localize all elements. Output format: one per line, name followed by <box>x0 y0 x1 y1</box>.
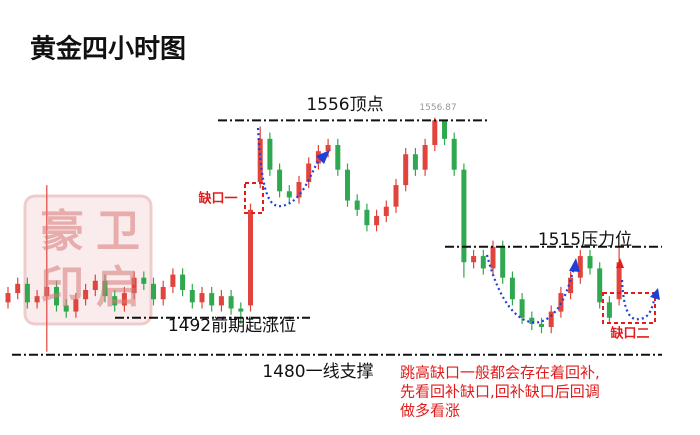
note-line: 跳高缺口一般都会存在着回补, <box>400 364 600 382</box>
chart-title: 黄金四小时图 <box>30 34 186 65</box>
candle-body <box>422 145 428 170</box>
candle-body <box>412 154 418 170</box>
watermark-char: 豪 <box>40 206 84 257</box>
candle-body <box>15 283 21 294</box>
candle-body <box>451 138 457 170</box>
watermark-char: 卫 <box>96 206 140 257</box>
arrow-head <box>316 150 330 164</box>
candle-body <box>364 209 370 226</box>
watermark-char: 启 <box>96 262 140 313</box>
projection-path <box>256 127 321 208</box>
candle-body <box>471 256 477 263</box>
candle-body <box>374 215 380 226</box>
note-line: 先看回补缺口,回补缺口后回调 <box>400 383 600 401</box>
candle-body <box>160 286 166 300</box>
candle-body <box>277 169 283 192</box>
candle-body <box>54 286 59 306</box>
candle-body <box>141 277 147 284</box>
candle-body <box>112 296 118 306</box>
arrow-head <box>569 258 580 272</box>
candle-body <box>73 299 79 312</box>
level-label: 1480一线支撑 <box>262 362 373 382</box>
candle-body <box>606 302 612 318</box>
level-label: 1492前期起涨位 <box>168 316 296 336</box>
projection-path <box>620 279 657 321</box>
arrow-head <box>616 258 624 268</box>
candle-body <box>490 246 496 269</box>
candle-body <box>296 182 302 198</box>
candle-body <box>597 268 603 303</box>
candle-body <box>238 308 244 312</box>
gap-label: 缺口一 <box>197 191 237 207</box>
note-line: 做多看涨 <box>400 402 460 420</box>
candle-body <box>306 163 312 183</box>
arrows <box>316 150 660 300</box>
candle-body <box>577 256 583 278</box>
candle-body <box>383 206 389 216</box>
candle-body <box>102 280 108 297</box>
watermark-char: 印 <box>40 262 84 313</box>
projection-path <box>485 254 576 324</box>
candle-body <box>218 296 224 306</box>
candle-body <box>170 274 176 287</box>
candle-body <box>34 296 40 303</box>
candle-body <box>587 256 593 269</box>
candle-body <box>354 200 360 210</box>
candle-body <box>24 283 30 303</box>
candle-body <box>548 311 554 328</box>
candle-body <box>228 296 234 309</box>
projection-paths <box>256 127 657 324</box>
level-label: 1515压力位 <box>538 230 632 250</box>
candle-body <box>257 138 263 183</box>
candle-body <box>509 277 515 300</box>
gap-box <box>244 182 264 214</box>
candle-body <box>92 280 98 290</box>
candle-body <box>461 169 467 263</box>
candle-body <box>442 120 447 139</box>
candle-body <box>403 154 409 186</box>
gap-label: 缺口二 <box>609 326 649 342</box>
candle-body <box>286 191 292 198</box>
candle-body <box>568 277 574 294</box>
candle-body <box>209 293 215 306</box>
candle-body <box>83 290 89 300</box>
candle-body <box>180 274 186 290</box>
candle-body <box>539 323 544 328</box>
level-label: 1556顶点 <box>306 95 383 115</box>
candle-body <box>199 293 205 303</box>
candle-body <box>500 246 506 278</box>
candle-body <box>393 185 399 207</box>
candle-body <box>558 293 564 312</box>
gap-box <box>602 292 656 324</box>
candle-body <box>189 290 195 303</box>
candle-body <box>616 262 622 300</box>
arrow-head <box>650 288 660 300</box>
candle-body <box>131 277 137 294</box>
candle-body <box>63 305 69 312</box>
candle-body <box>325 145 331 152</box>
candle-body <box>121 293 127 306</box>
candle-body <box>248 209 253 306</box>
candle-body <box>267 138 273 170</box>
candle-body <box>151 283 156 300</box>
candle-body <box>335 145 341 170</box>
candle-body <box>519 299 525 318</box>
candle-body <box>44 286 50 297</box>
candle-body <box>345 169 350 201</box>
high-label: 1556.87 <box>419 103 456 113</box>
candle-body <box>5 293 11 303</box>
candle-body <box>480 256 486 269</box>
candle-body <box>529 317 535 324</box>
candle-body <box>432 120 438 145</box>
